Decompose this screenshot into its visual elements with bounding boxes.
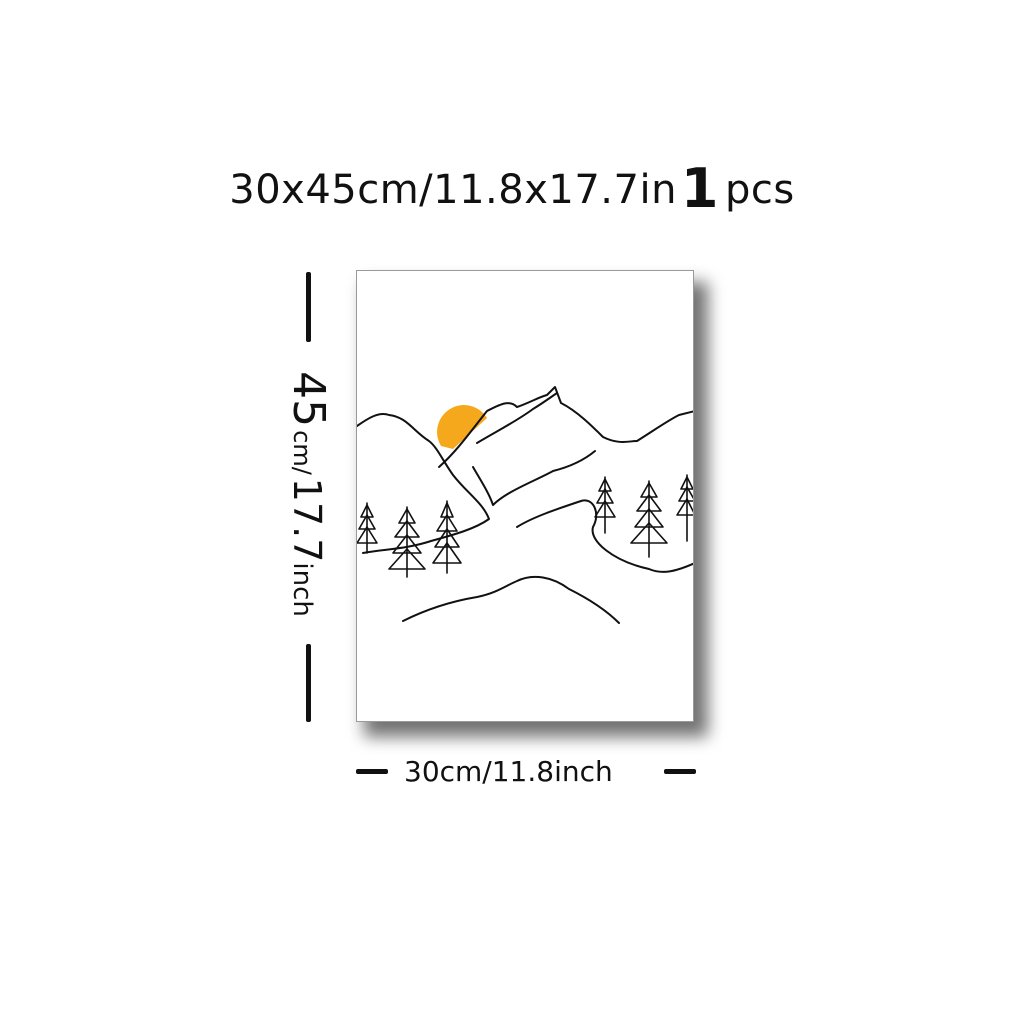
width-label: 30cm/11.8inch: [404, 755, 613, 788]
quantity-unit: pcs: [725, 167, 795, 213]
height-unit-inch: inch: [287, 562, 317, 617]
mountain-icon: [636, 410, 693, 442]
width-dimension-line-left: [356, 769, 388, 774]
size-title-text: 30x45cm/11.8x17.7in: [229, 167, 677, 213]
pine-tree-icon: [676, 474, 693, 542]
height-unit-cm: cm/: [288, 430, 316, 475]
mountain-icon: [472, 450, 596, 506]
mountain-icon: [438, 386, 638, 468]
size-title: 30x45cm/11.8x17.7in 1 pcs: [0, 130, 1024, 216]
pine-tree-icon: [388, 506, 426, 578]
mountain-icon: [402, 575, 620, 624]
height-dimension-line-top: [306, 272, 311, 342]
height-label: 45 cm/ 17.7 inch: [283, 371, 334, 617]
height-dimension-line-bottom: [306, 644, 311, 722]
height-number: 45: [283, 371, 334, 428]
height-inch-value: 17.7: [285, 477, 329, 563]
pine-tree-icon: [630, 480, 668, 558]
pine-tree-icon: [594, 476, 616, 534]
sun-icon: [437, 405, 487, 449]
pine-tree-icon: [432, 500, 462, 574]
pine-tree-icon: [357, 502, 378, 554]
width-dimension-line-right: [664, 769, 696, 774]
mountain-icon: [476, 392, 558, 444]
mountain-icon: [357, 413, 490, 554]
line-art-landscape: [357, 386, 693, 624]
mountain-icon: [516, 499, 693, 573]
quantity-number: 1: [680, 157, 719, 220]
poster-artwork: [356, 270, 694, 722]
